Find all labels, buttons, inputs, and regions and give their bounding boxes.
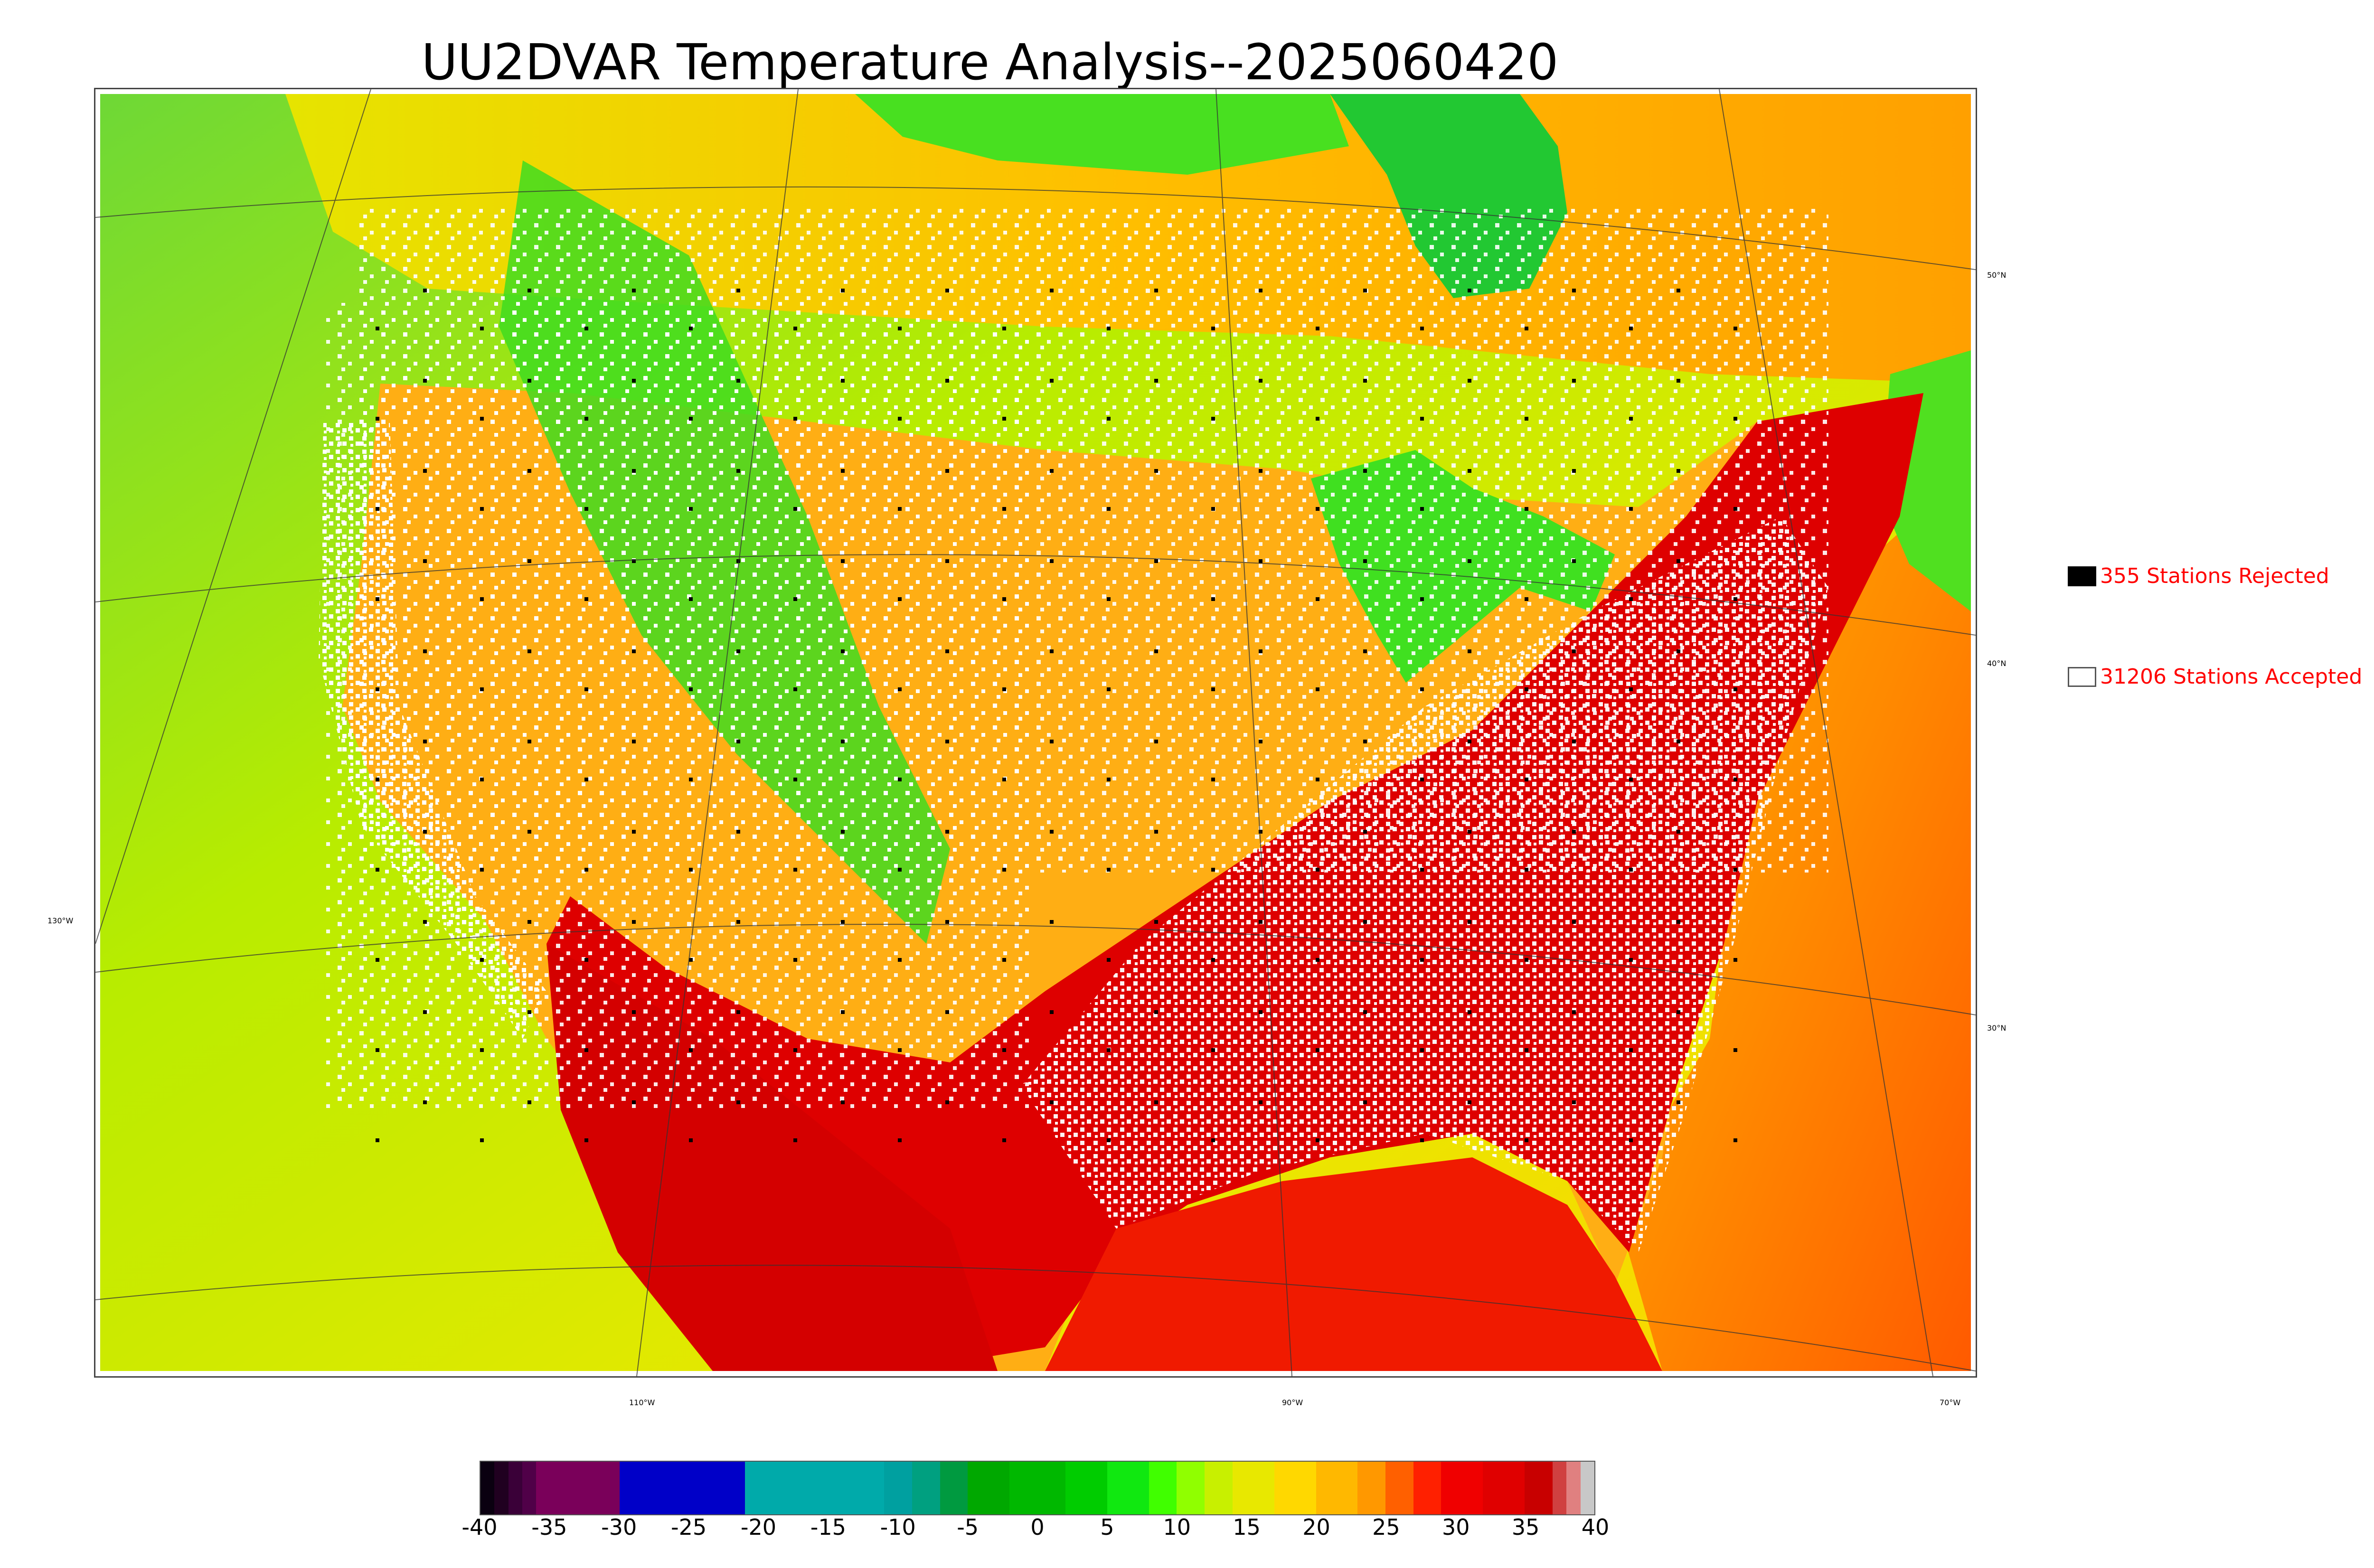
rejected-stations	[357, 279, 1781, 1181]
colorbar-tick-label: -10	[880, 1514, 916, 1540]
colorbar-tick-label: -30	[601, 1514, 637, 1540]
lon-label-70w: 70°W	[1940, 1398, 1961, 1407]
accepted-swatch	[2068, 667, 2096, 687]
colorbar-segment	[1553, 1462, 1567, 1514]
colorbar-tick-label: -20	[740, 1514, 777, 1540]
colorbar-segment	[912, 1462, 940, 1514]
temperature-map	[94, 88, 1977, 1378]
colorbar-tick-label: -15	[810, 1514, 846, 1540]
colorbar-tick-label: 40	[1581, 1514, 1610, 1540]
colorbar-segment	[1413, 1462, 1441, 1514]
colorbar-tick-label: 30	[1441, 1514, 1470, 1540]
rejected-swatch	[2068, 566, 2096, 586]
legend-accepted: 31206 Stations Accepted	[2068, 665, 2362, 689]
colorbar-segment	[1009, 1462, 1065, 1514]
colorbar-segment	[1385, 1462, 1413, 1514]
legend-rejected: 355 Stations Rejected	[2068, 564, 2329, 588]
graticule	[95, 89, 1976, 1376]
colorbar-segment	[1232, 1462, 1274, 1514]
lon-label-130w: 130°W	[47, 916, 74, 925]
colorbar-segment	[1580, 1462, 1595, 1514]
colorbar-tick-label: 10	[1163, 1514, 1191, 1540]
colorbar-segment	[1525, 1462, 1553, 1514]
colorbar-segment	[1483, 1462, 1525, 1514]
colorbar-tick-label: -40	[462, 1514, 498, 1540]
colorbar-tick-label: 20	[1302, 1514, 1330, 1540]
colorbar-segment	[620, 1462, 745, 1514]
colorbar-segment	[745, 1462, 885, 1514]
colorbar-segment	[1107, 1462, 1149, 1514]
north-green	[855, 94, 1349, 175]
gulf-of-mexico	[1045, 1157, 1662, 1371]
colorbar-segment	[522, 1462, 537, 1514]
colorbar-segment	[494, 1462, 509, 1514]
colorbar-segment	[1274, 1462, 1316, 1514]
colorbar-segment	[940, 1462, 968, 1514]
map-canvas	[95, 89, 1976, 1376]
colorbar-tick-label: 15	[1233, 1514, 1261, 1540]
temperature-colorbar	[480, 1461, 1595, 1515]
colorbar-tick-label: -25	[671, 1514, 707, 1540]
colorbar-segment	[884, 1462, 913, 1514]
colorbar-tick-label: 35	[1511, 1514, 1540, 1540]
colorbar-tick-label: -5	[957, 1514, 979, 1540]
colorbar-tick-label: -35	[531, 1514, 567, 1540]
colorbar-segment	[968, 1462, 1010, 1514]
chart-title: UU2DVAR Temperature Analysis--2025060420	[421, 33, 1559, 91]
colorbar-segment	[1177, 1462, 1205, 1514]
colorbar-tick-label: 25	[1372, 1514, 1400, 1540]
rejected-label: 355 Stations Rejected	[2100, 564, 2329, 588]
lat-label-50n: 50°N	[1987, 271, 2007, 280]
colorbar-tick-label: 0	[1030, 1514, 1045, 1540]
colorbar-segment	[480, 1462, 495, 1514]
colorbar-segment	[1316, 1462, 1358, 1514]
lon-label-90w: 90°W	[1282, 1398, 1303, 1407]
colorbar-segment	[1566, 1462, 1581, 1514]
lon-label-110w: 110°W	[629, 1398, 655, 1407]
colorbar-segment	[1204, 1462, 1233, 1514]
accepted-label: 31206 Stations Accepted	[2100, 665, 2363, 689]
colorbar-segment	[1357, 1462, 1386, 1514]
lat-label-30n: 30°N	[1987, 1023, 2007, 1033]
colorbar-segment	[536, 1462, 620, 1514]
colorbar-segment	[1441, 1462, 1483, 1514]
colorbar-segment	[1149, 1462, 1177, 1514]
colorbar-segment	[508, 1462, 522, 1514]
colorbar-tick-label: 5	[1100, 1514, 1114, 1540]
colorbar-segment	[1065, 1462, 1107, 1514]
lat-label-40n: 40°N	[1987, 659, 2007, 668]
